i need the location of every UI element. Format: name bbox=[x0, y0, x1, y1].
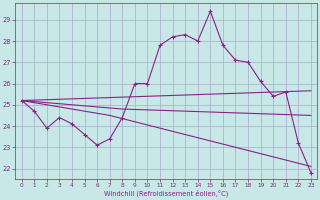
X-axis label: Windchill (Refroidissement éolien,°C): Windchill (Refroidissement éolien,°C) bbox=[104, 190, 228, 197]
